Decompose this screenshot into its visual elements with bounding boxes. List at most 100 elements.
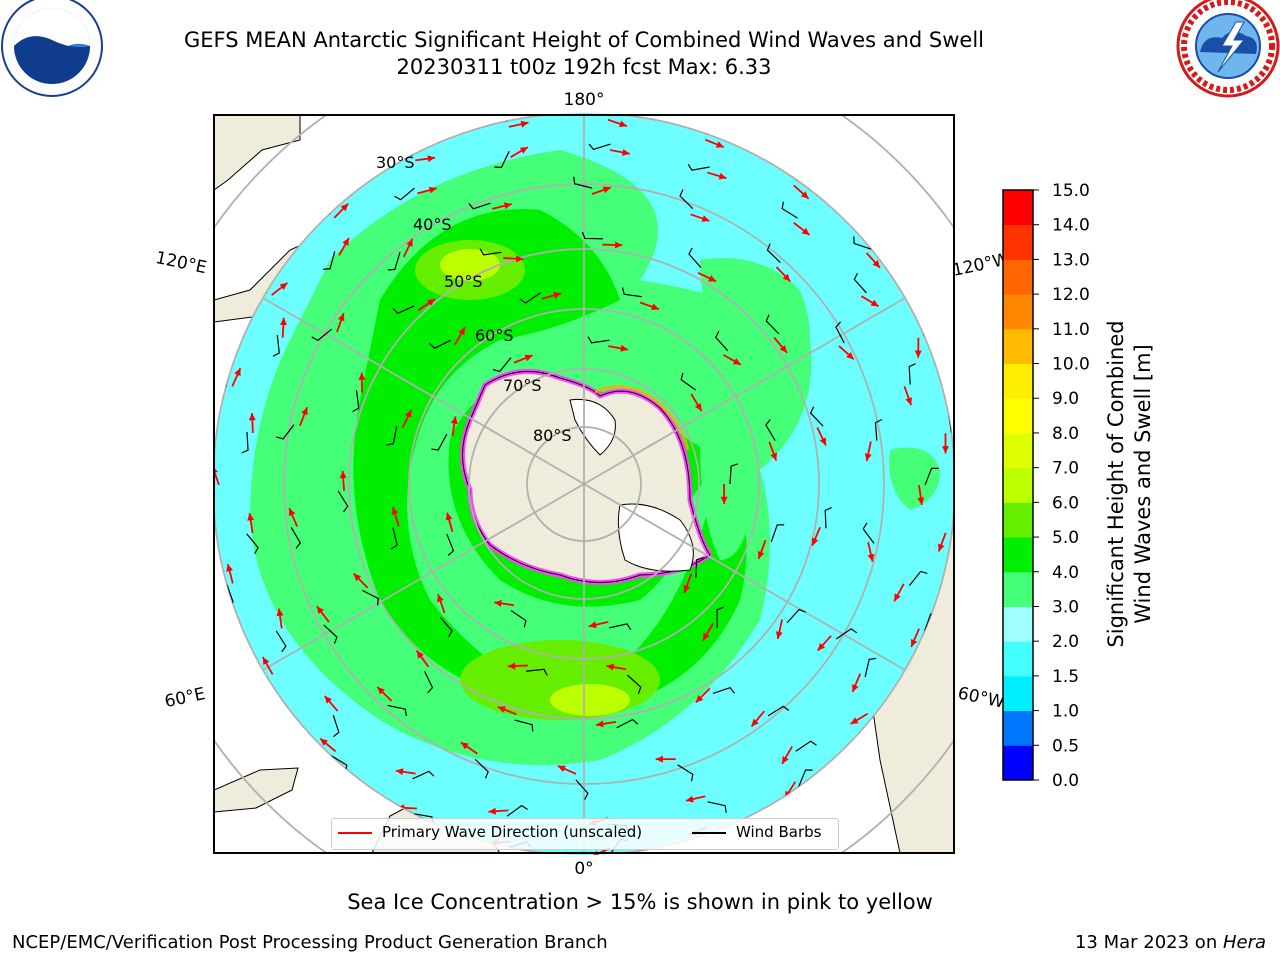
wind-barb [781,201,798,219]
lon-label-0: 0° [574,859,593,879]
wave-direction-arrowhead [694,403,702,412]
wind-barb [765,419,776,441]
wind-barb [588,143,611,151]
wind-barb [715,330,729,352]
wind-barb [361,589,379,606]
lat-label-50s: 50°S [444,272,483,291]
wave-direction-arrowhead [751,718,759,727]
colorbar-swatch [1003,571,1033,607]
wind-barb [275,630,287,653]
colorbar-tick-label: 4.0 [1052,563,1079,583]
wind-barb [337,490,349,513]
colorbar-swatch [1003,710,1033,746]
lon-label-60e: 60°E [163,684,207,712]
wave-direction-arrowhead [234,368,241,377]
wave-direction-arrowhead [342,237,349,246]
lat-label-60s: 60°S [475,326,514,345]
wave-direction-arrowhead [683,584,691,593]
colorbar-title-line2: Wind Waves and Swell [m] [1131,344,1155,624]
wind-barb [387,704,407,717]
wind-barb [506,804,528,817]
colorbar-swatch [1003,259,1033,295]
colorbar-tick-label: 9.0 [1052,389,1079,409]
wave-direction-arrowhead [553,291,562,299]
wind-barb [609,623,632,631]
wave-direction-arrowhead [770,452,778,461]
wave-direction-arrowhead [619,120,627,128]
wave-direction-arrowhead [620,344,629,352]
colorbar-tick-label: 13.0 [1052,250,1090,270]
colorbar-swatch [1003,675,1033,712]
colorbar-swatch [1003,745,1033,781]
wind-barb [241,432,249,454]
sea-ice-note: Sea Ice Concentration > 15% is shown in … [347,890,933,914]
wave-direction-arrowhead [846,351,854,360]
wind-barb [474,758,489,779]
wave-direction-arrowhead [524,354,533,362]
wind-barb [874,419,883,441]
wave-direction-arrowhead [437,594,444,603]
wind-barb [716,606,724,628]
wind-barb [323,624,338,644]
footer-credit: NCEP/EMC/Verification Post Processing Pr… [12,932,608,953]
wind-barb [679,189,694,210]
wave-direction-arrowhead [428,186,437,194]
chart-subtitle: 20230311 t00z 192h fcst Max: 6.33 [396,55,772,79]
wave-direction-arrowhead [606,663,615,671]
legend-swatch-black-line [692,831,726,834]
colorbar-swatch [1003,224,1033,260]
wave-direction-arrowhead [497,706,506,713]
legend-label-wave-direction: Primary Wave Direction (unscaled) [382,823,643,841]
colorbar-swatch [1003,363,1033,399]
wind-barb [707,801,727,813]
colorbar-tick-label: 11.0 [1052,320,1090,340]
wave-direction-arrowhead [695,694,704,703]
wave-direction-arrowhead [507,662,516,670]
wave-direction-arrowhead [718,172,727,180]
wave-direction-arrowhead [316,606,324,615]
wave-direction-arrowhead [339,470,347,479]
vector-layer [213,113,955,855]
wave-direction-arrowhead [395,768,404,776]
wave-direction-arrowhead [427,155,436,163]
legend-swatch-red-line [338,831,372,834]
wind-barb [431,433,448,451]
wave-direction-arrowhead [615,241,623,249]
wind-barb [587,336,610,344]
wave-direction-arrowhead [811,537,819,546]
colorbar-border [1002,189,1034,781]
wind-barb [581,231,603,240]
wave-direction-arrowhead [708,275,717,282]
colorbar-swatch [1003,328,1033,365]
wind-barb [276,424,295,440]
wind-barb [765,314,780,335]
wind-barb [688,247,702,268]
colorbar-swatch [1003,537,1033,573]
wind-barb [412,770,435,780]
wave-direction-arrowhead [404,409,412,418]
wind-barb [352,390,360,413]
wave-direction-arrowhead [910,638,918,647]
wave-direction-arrowhead [427,298,435,306]
wind-barb [853,272,867,294]
legend-item-wave-direction: Primary Wave Direction (unscaled) [338,823,642,841]
footer-date-text: 13 Mar 2023 on [1074,932,1223,953]
wave-direction-arrowhead [800,191,809,199]
wave-direction-arrowhead [262,657,270,665]
wave-direction-arrowhead [353,573,362,582]
wave-direction-arrowhead [520,120,529,128]
wave-direction-arrowhead [324,695,332,704]
legend: Primary Wave Direction (unscaled) Wind B… [331,818,839,850]
wind-barb [862,522,875,544]
wind-barb [729,463,739,485]
wave-direction-arrowhead [358,372,366,380]
wind-barb [394,187,415,201]
colorbar-tick-label: 3.0 [1052,597,1079,617]
wind-barb [213,484,214,505]
lat-label-30s: 30°S [376,153,415,172]
wave-direction-arrowhead [819,437,826,446]
wave-direction-arrowhead [391,507,399,515]
wind-barb [290,527,302,549]
colorbar-swatch [1003,641,1033,677]
